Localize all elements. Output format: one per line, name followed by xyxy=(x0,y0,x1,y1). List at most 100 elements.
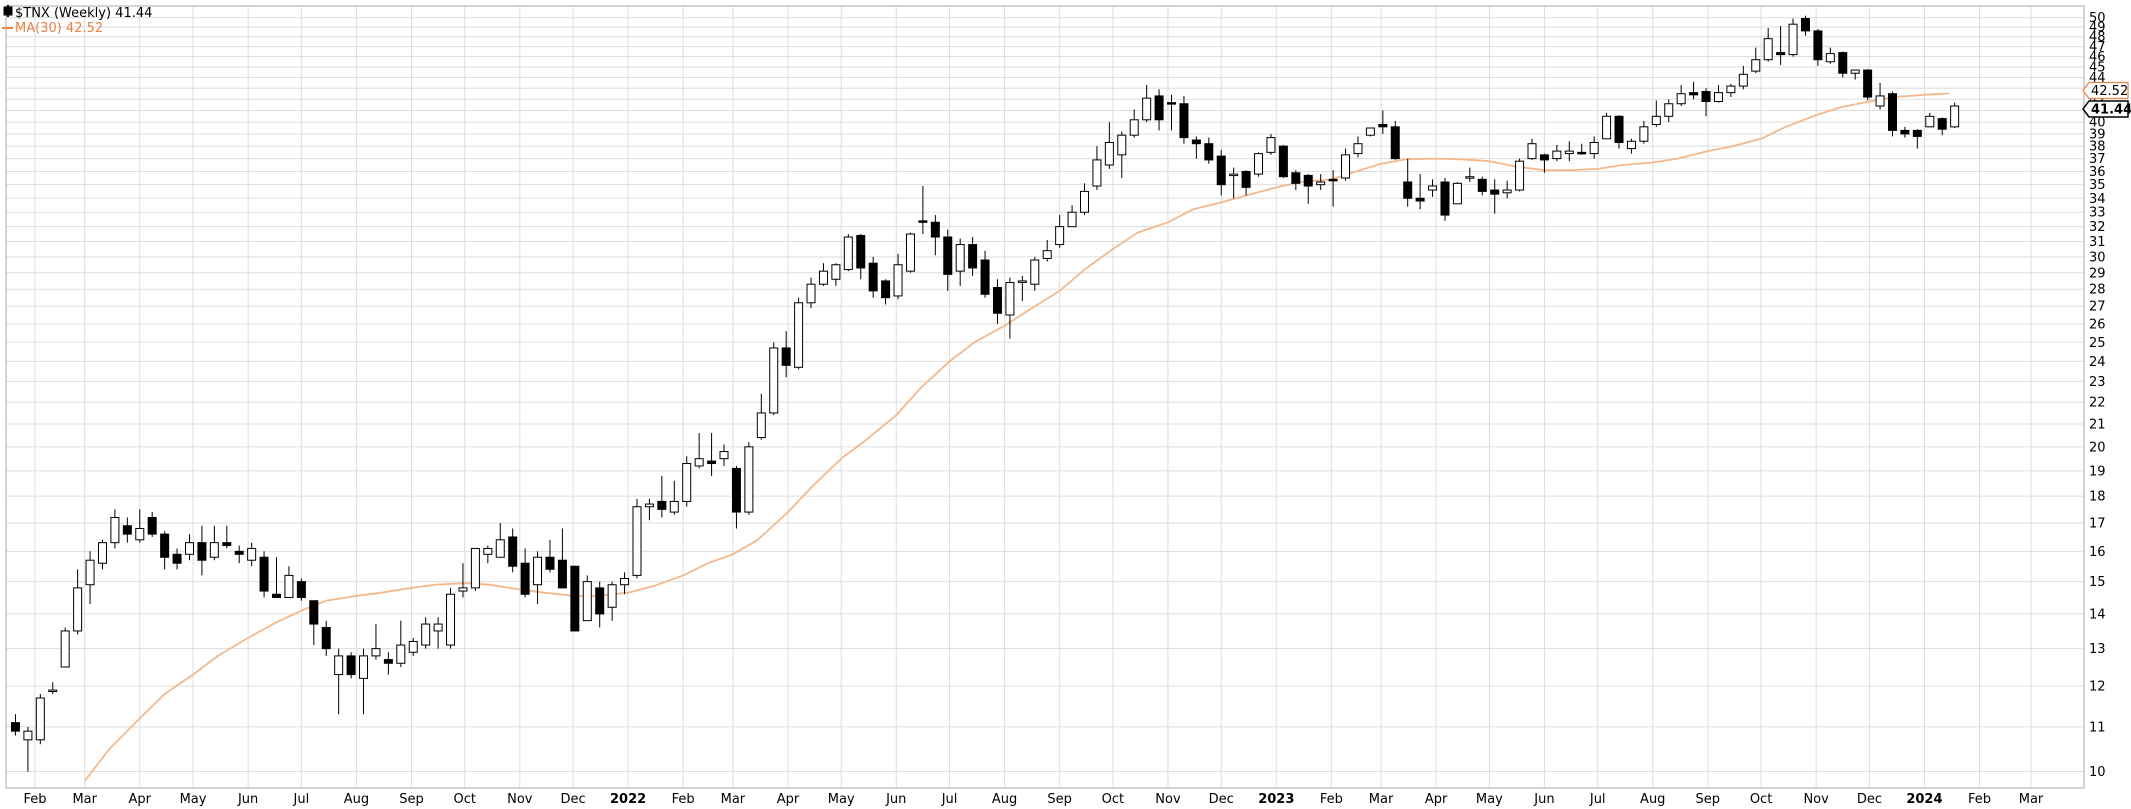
candle xyxy=(371,624,381,660)
candle xyxy=(905,232,915,273)
x-tick-label: Feb xyxy=(23,792,46,807)
candle xyxy=(1005,277,1015,339)
candle xyxy=(234,545,244,564)
candle-body xyxy=(1577,151,1587,155)
candle xyxy=(1179,95,1189,144)
candle-body xyxy=(383,659,393,664)
candle-body xyxy=(1689,92,1699,96)
x-tick-label: Apr xyxy=(129,792,152,807)
candle xyxy=(1030,256,1040,291)
candle xyxy=(1539,153,1549,173)
candle-body xyxy=(1254,153,1264,175)
price-badges: 42.52 41.44 xyxy=(2082,81,2131,118)
y-tick-label: 15 xyxy=(2089,575,2106,590)
candle-body xyxy=(1527,143,1537,160)
candle xyxy=(1738,65,1748,90)
x-tick-label: Aug xyxy=(992,792,1017,807)
candle xyxy=(60,627,70,668)
candle-body xyxy=(1477,178,1487,192)
candle-body xyxy=(23,730,33,741)
candle-body xyxy=(1713,92,1723,103)
y-tick-label: 48 xyxy=(2089,30,2106,45)
candle xyxy=(607,581,617,621)
candle xyxy=(1589,136,1599,159)
candle-body xyxy=(147,516,157,535)
candle xyxy=(296,578,306,601)
candle-body xyxy=(1925,115,1935,128)
candle xyxy=(881,279,891,305)
candle-body xyxy=(955,244,965,272)
candle xyxy=(1390,120,1400,160)
candle-body xyxy=(794,302,804,368)
candle-body xyxy=(85,559,95,586)
candle-body xyxy=(992,287,1002,314)
candle xyxy=(1191,136,1201,159)
candle-body xyxy=(1564,150,1574,155)
candle-body xyxy=(284,574,294,598)
candle xyxy=(73,569,83,635)
candle-body xyxy=(247,547,257,561)
candle-body xyxy=(371,648,381,657)
candle xyxy=(48,682,58,694)
y-tick-label: 10 xyxy=(2089,765,2106,780)
y-tick-label: 19 xyxy=(2089,464,2106,479)
y-tick-label: 22 xyxy=(2089,396,2106,411)
candle xyxy=(781,331,791,378)
candle xyxy=(1254,152,1264,177)
candle-body xyxy=(843,236,853,271)
candle xyxy=(1726,83,1736,98)
candle xyxy=(632,498,642,579)
candle-body xyxy=(893,264,903,297)
candle xyxy=(1763,28,1773,62)
candle xyxy=(1328,170,1338,207)
candle xyxy=(843,234,853,272)
candle xyxy=(1875,82,1885,110)
candle xyxy=(520,548,530,598)
candle xyxy=(85,551,95,604)
y-tick-label: 39 xyxy=(2089,127,2106,142)
candle xyxy=(1241,170,1251,196)
candle xyxy=(408,637,418,656)
candle-body xyxy=(694,458,704,467)
ma-line xyxy=(83,92,1950,782)
candle xyxy=(1614,115,1624,149)
candle-body xyxy=(1079,190,1089,213)
candle xyxy=(1925,112,1935,128)
candle-body xyxy=(781,347,791,366)
candle xyxy=(1800,15,1810,36)
y-tick-label: 16 xyxy=(2089,545,2106,560)
candle-body xyxy=(943,236,953,275)
candle xyxy=(172,548,182,570)
candle-body xyxy=(1278,145,1288,178)
candle xyxy=(1676,84,1686,107)
candle xyxy=(309,600,319,646)
candle xyxy=(1602,112,1612,140)
candle xyxy=(893,253,903,300)
candle-body xyxy=(1788,23,1798,56)
x-tick-label: Jun xyxy=(237,792,258,807)
candle-body xyxy=(396,644,406,664)
candle-body xyxy=(60,630,70,668)
candle-body xyxy=(905,233,915,272)
candle-body xyxy=(1639,126,1649,142)
candle xyxy=(1825,47,1835,64)
candle-body xyxy=(1589,141,1599,155)
candle xyxy=(396,620,406,668)
candle-body xyxy=(1378,123,1388,128)
candle xyxy=(570,565,580,632)
x-tick-label: Jul xyxy=(941,792,958,807)
x-tick-label: Sep xyxy=(1696,792,1721,807)
x-tick-label: Nov xyxy=(507,792,533,807)
y-tick-label: 18 xyxy=(2089,490,2106,505)
ma-layer xyxy=(83,92,1950,782)
candle-body xyxy=(632,506,642,576)
candle-body xyxy=(1204,143,1214,161)
x-tick-label: Mar xyxy=(1369,792,1394,807)
candle xyxy=(968,237,978,277)
candle-body xyxy=(595,587,605,615)
candle-body xyxy=(222,542,232,547)
candle xyxy=(756,393,766,440)
candle xyxy=(1154,89,1164,131)
candle xyxy=(707,432,717,476)
